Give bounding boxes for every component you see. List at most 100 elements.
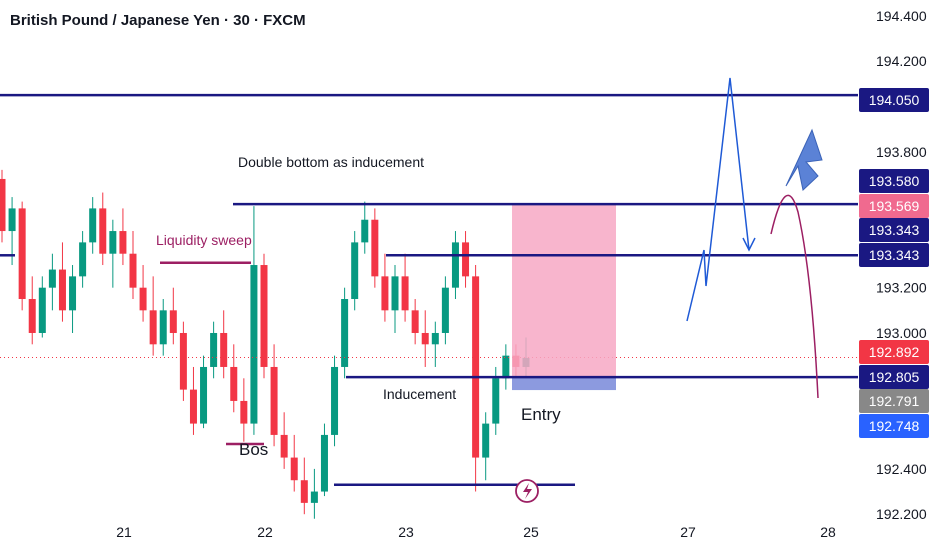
candle-body <box>129 253 137 288</box>
candle-body <box>79 242 87 277</box>
price-label: 193.569 <box>859 194 929 218</box>
annotation-double-bottom: Double bottom as inducement <box>238 154 424 170</box>
annotation-entry: Entry <box>521 405 561 424</box>
candle-body <box>391 276 399 311</box>
price-label: 192.892 <box>859 340 929 364</box>
candle-body <box>280 434 288 458</box>
price-label: 193.580 <box>859 169 929 193</box>
price-label-bg <box>859 243 929 267</box>
candle-body <box>99 208 107 254</box>
candle-body <box>421 332 429 345</box>
date-tick-label: 23 <box>398 524 414 540</box>
candle-body <box>431 332 439 345</box>
annotation-inducement: Inducement <box>383 386 456 402</box>
price-tick-label: 193.200 <box>876 280 927 296</box>
price-tick-label: 192.200 <box>876 506 927 522</box>
candle-body <box>169 310 177 333</box>
price-labels: 194.050 193.580 193.569 193.343 193.343 192.8… <box>859 88 929 438</box>
candle-body <box>0 178 6 232</box>
price-tick-label: 192.400 <box>876 461 927 477</box>
candle-body <box>189 389 197 424</box>
drawings <box>0 77 858 503</box>
candle-body <box>401 276 409 311</box>
candle-body <box>451 242 459 288</box>
price-tick-label: 194.200 <box>876 53 927 69</box>
price-label-text: 192.892 <box>869 344 920 360</box>
candle-body <box>462 242 470 277</box>
price-label: 192.805 <box>859 365 929 389</box>
candle-body <box>411 310 419 333</box>
price-tick-label: 193.000 <box>876 325 927 341</box>
candle-body <box>139 287 147 311</box>
price-label-text: 192.791 <box>869 393 920 409</box>
price-label-bg <box>859 340 929 364</box>
projection-path <box>686 77 750 322</box>
price-label-text: 192.805 <box>869 369 920 385</box>
price-label: 193.343 <box>859 218 929 242</box>
candle-body <box>220 332 228 367</box>
price-label: 194.050 <box>859 88 929 112</box>
date-tick-label: 21 <box>116 524 132 540</box>
price-label-bg <box>859 88 929 112</box>
candle-body <box>492 378 500 424</box>
price-label: 193.343 <box>859 243 929 267</box>
target-zone <box>512 204 616 378</box>
price-label-text: 193.580 <box>869 173 920 189</box>
candle-body <box>200 366 208 424</box>
candle-body <box>240 400 248 424</box>
candle-body <box>69 276 77 311</box>
candle-body <box>38 287 46 333</box>
candle-body <box>250 265 258 424</box>
candle-body <box>270 366 278 435</box>
price-tick-label: 194.400 <box>876 8 927 24</box>
price-label-bg <box>859 389 929 413</box>
candle-body <box>18 208 26 300</box>
price-label: 192.791 <box>859 389 929 413</box>
price-label-bg <box>859 169 929 193</box>
price-label-bg <box>859 365 929 389</box>
stop-zone <box>512 377 616 391</box>
price-tick-label: 193.800 <box>876 144 927 160</box>
candle-body <box>320 434 328 492</box>
down-arrow-icon <box>785 128 823 191</box>
candle-body <box>89 208 97 243</box>
projection-arrowhead <box>742 237 756 252</box>
date-tick-label: 28 <box>820 524 836 540</box>
price-label-text: 193.343 <box>869 247 920 263</box>
annotations: Double bottom as inducement Liquidity swe… <box>156 154 561 459</box>
price-label-text: 194.050 <box>869 92 920 108</box>
lightning-bolt <box>523 483 532 499</box>
candle-body <box>310 491 318 503</box>
candle-body <box>119 231 127 254</box>
price-label-text: 193.569 <box>869 198 920 214</box>
candle-body <box>371 219 379 277</box>
candle-body <box>331 366 339 435</box>
price-label-bg <box>859 218 929 242</box>
date-tick-label: 25 <box>523 524 539 540</box>
candle-body <box>48 269 56 288</box>
candle-body <box>230 366 238 401</box>
candle-body <box>179 332 187 390</box>
candle-body <box>341 299 349 367</box>
candle-body <box>159 310 167 345</box>
candle-body <box>58 269 66 311</box>
candle-body <box>381 276 389 311</box>
candle-body <box>351 242 359 300</box>
annotation-liquidity-sweep: Liquidity sweep <box>156 232 252 248</box>
date-tick-label: 27 <box>680 524 696 540</box>
candle-body <box>361 219 369 243</box>
candle-body <box>149 310 157 345</box>
date-tick-label: 22 <box>257 524 273 540</box>
candle-body <box>8 208 16 232</box>
axes: 194.400 194.200 193.800 193.200 193.000 192.4… <box>116 8 927 540</box>
candle-body <box>290 457 298 481</box>
chart-title: British Pound / Japanese Yen · 30 · FXCM <box>10 12 306 29</box>
candles <box>0 169 530 519</box>
price-label: 192.748 <box>859 414 929 438</box>
candle-body <box>28 299 36 333</box>
annotation-bos: Bos <box>239 440 268 459</box>
projection-arc <box>770 194 819 399</box>
price-label-text: 192.748 <box>869 418 920 434</box>
